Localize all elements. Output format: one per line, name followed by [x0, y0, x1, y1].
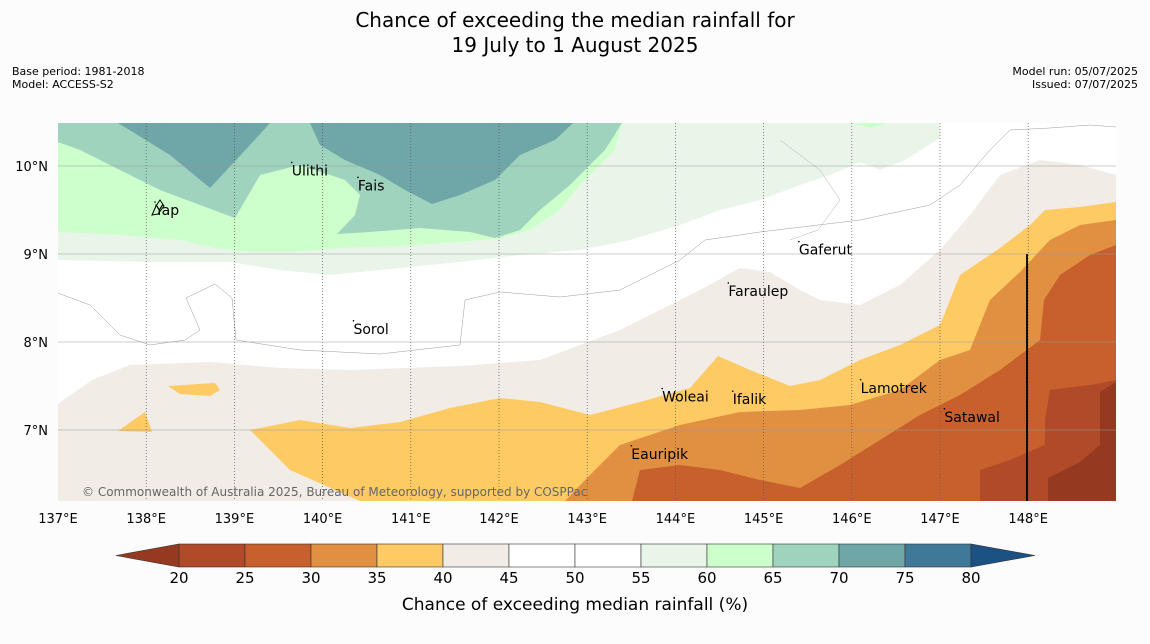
latitude-tick-label: 10°N [15, 160, 48, 175]
colorbar-tick-label: 45 [499, 569, 518, 587]
longitude-tick-label: 139°E [215, 512, 255, 527]
title-line-2: 19 July to 1 August 2025 [451, 33, 699, 57]
colorbar-label: Chance of exceeding median rainfall (%) [402, 595, 748, 615]
place-label: Gaferut [799, 243, 853, 259]
colorbar-tick-label: 60 [697, 569, 716, 587]
place-marker [630, 444, 633, 447]
band-15-20 [1048, 382, 1116, 501]
model-run: Model run: 05/07/2025 [1012, 65, 1138, 78]
colorbar-tick-label: 65 [763, 569, 782, 587]
longitude-tick-label: 137°E [38, 512, 78, 527]
colorbar-swatch [376, 543, 444, 568]
colorbar-swatch [310, 543, 378, 568]
longitude-tick-label: 141°E [391, 512, 431, 527]
place-labels: Yap Ulithi Fais Gaferut Faraulep Sorol Woleai I… [154, 161, 1000, 463]
place-marker [661, 387, 663, 390]
longitude-tick-label: 147°E [920, 512, 960, 527]
longitude-tick-label: 140°E [303, 512, 343, 527]
contour-line-b [779, 139, 841, 241]
model-name: Model: ACCESS-S2 [12, 78, 114, 91]
colorbar-tick-label: 20 [169, 569, 188, 587]
colorbar-swatch [904, 543, 972, 568]
place-label: Yap [154, 203, 179, 219]
place-label: Satawal [944, 410, 999, 426]
colorbar-swatch [508, 543, 576, 568]
place-label: Sorol [353, 322, 388, 338]
place-marker [727, 282, 730, 284]
colorbar-high-extension [970, 543, 1036, 568]
contour-line-a [58, 124, 1116, 355]
longitude-tick-label: 148°E [1008, 512, 1048, 527]
latitude-tick-label: 7°N [24, 424, 49, 439]
latitude-tick-labels: 10°N 9°N 8°N 7°N [15, 160, 48, 439]
place-label: Ulithi [292, 163, 328, 179]
meta-left: Base period: 1981-2018 Model: ACCESS-S2 [12, 65, 144, 91]
colorbar-swatch [772, 543, 840, 568]
place-marker [859, 378, 862, 381]
place-label: Fais [358, 178, 385, 194]
graticule [58, 123, 1116, 501]
colorbar-swatch [442, 543, 510, 568]
place-label: Eauripik [631, 447, 689, 463]
colorbar-swatch [838, 543, 906, 568]
longitude-tick-label: 144°E [656, 512, 696, 527]
place-marker [731, 390, 734, 393]
base-period: Base period: 1981-2018 [12, 65, 145, 78]
title-line-1: Chance of exceeding the median rainfall … [355, 8, 795, 32]
colorbar-swatch [706, 543, 774, 568]
place-label: Ifalik [733, 392, 767, 408]
longitude-tick-label: 146°E [832, 512, 872, 527]
longitude-tick-label: 142°E [479, 512, 519, 527]
colorbar: 20 25 30 35 40 45 50 55 60 65 70 75 80 [115, 543, 1036, 587]
band-60-65-north [850, 123, 888, 128]
place-marker [798, 240, 800, 243]
map-title: Chance of exceeding the median rainfall … [0, 8, 1150, 58]
colorbar-swatch [574, 543, 642, 568]
colorbar-tick-label: 70 [829, 569, 848, 587]
longitude-tick-label: 145°E [744, 512, 784, 527]
place-marker [943, 408, 946, 410]
colorbar-tick-label: 80 [961, 569, 980, 587]
colorbar-swatch [640, 543, 708, 568]
latitude-tick-label: 9°N [24, 248, 49, 263]
colorbar-tick-label: 40 [433, 569, 452, 587]
latitude-tick-label: 8°N [24, 336, 49, 351]
place-marker [290, 161, 293, 164]
band-35-40-patch-b [118, 412, 152, 432]
colorbar-tick-label: 30 [301, 569, 320, 587]
colorbar-tick-label: 25 [235, 569, 254, 587]
colorbar-tick-label: 50 [565, 569, 584, 587]
place-label: Faraulep [728, 284, 788, 300]
colorbar-tick-label: 75 [895, 569, 914, 587]
place-marker [154, 201, 156, 203]
colorbar-swatch [178, 543, 246, 568]
place-marker [357, 176, 359, 179]
yap-island-outline [151, 199, 165, 216]
longitude-tick-label: 143°E [567, 512, 607, 527]
colorbar-low-extension [115, 543, 180, 568]
colorbar-tick-label: 55 [631, 569, 650, 587]
map-credit: © Commonwealth of Australia 2025, Bureau… [82, 485, 587, 499]
place-label: Lamotrek [861, 381, 928, 397]
band-70-75 [118, 123, 270, 188]
band-70-75-east [310, 123, 573, 204]
place-label: Woleai [662, 390, 709, 406]
band-35-40-patch-a [168, 383, 220, 396]
longitude-tick-labels: 137°E 138°E 139°E 140°E 141°E 142°E 143°E 144°E… [38, 512, 1048, 527]
longitude-tick-label: 138°E [126, 512, 166, 527]
place-marker [352, 320, 355, 322]
band-25-30 [632, 245, 1116, 501]
colorbar-swatch [244, 543, 312, 568]
plot-area: Yap Ulithi Fais Gaferut Faraulep Sorol Woleai I… [58, 123, 1116, 501]
meta-right: Model run: 05/07/2025 Issued: 07/07/2025 [1012, 65, 1138, 91]
colorbar-tick-label: 35 [367, 569, 386, 587]
issued-date: Issued: 07/07/2025 [1031, 78, 1138, 91]
